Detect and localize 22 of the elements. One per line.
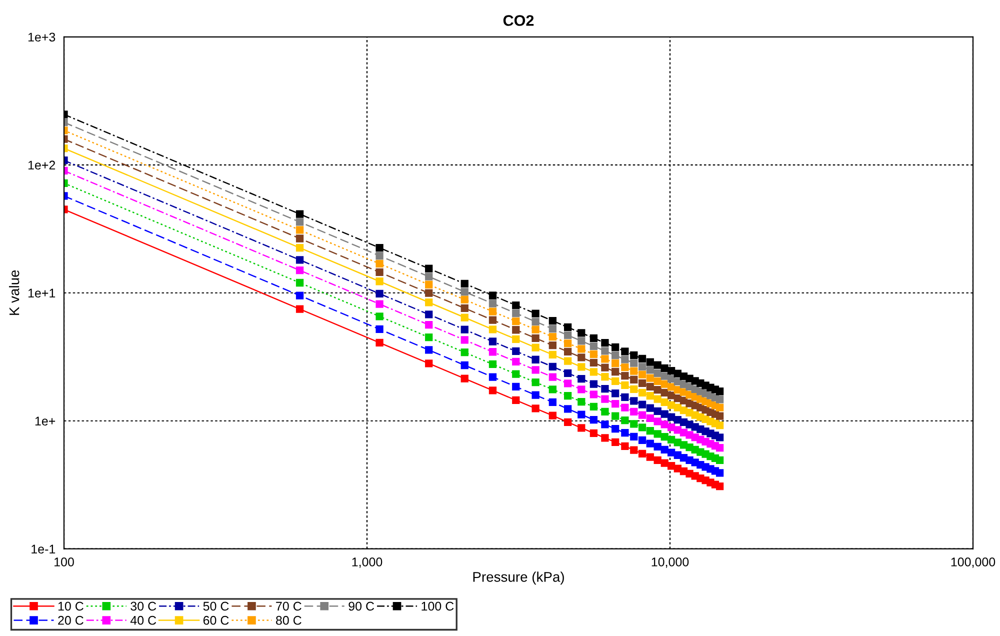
legend-label: 30 C <box>130 602 156 611</box>
x-axis-title: Pressure (kPa) <box>473 572 564 585</box>
y-tick-label: 1e+3 <box>28 32 56 42</box>
legend-label: 10 C <box>58 602 84 611</box>
x-tick-label: 100 <box>54 558 74 566</box>
legend-label: 50 C <box>203 602 229 611</box>
x-tick-label: 100,000 <box>951 558 996 568</box>
legend-label: 80 C <box>276 616 302 625</box>
legend-label: 100 C <box>422 602 454 611</box>
legend-label: 70 C <box>276 602 302 611</box>
legend-label: 20 C <box>58 616 84 625</box>
y-tick-label: 1e+1 <box>28 288 56 298</box>
legend-label: 40 C <box>130 616 156 625</box>
y-tick-label: 1e+2 <box>28 160 56 170</box>
x-tick-label: 1,000 <box>352 558 382 568</box>
y-tick-label: 1e-1 <box>32 544 56 554</box>
legend-label: 60 C <box>203 616 229 625</box>
chart-title: CO2 <box>503 15 534 26</box>
y-axis-title: K value <box>9 270 20 315</box>
x-tick-label: 10,000 <box>652 558 689 568</box>
legend-label: 90 C <box>348 602 374 611</box>
y-tick-label: 1e+ <box>35 416 56 426</box>
